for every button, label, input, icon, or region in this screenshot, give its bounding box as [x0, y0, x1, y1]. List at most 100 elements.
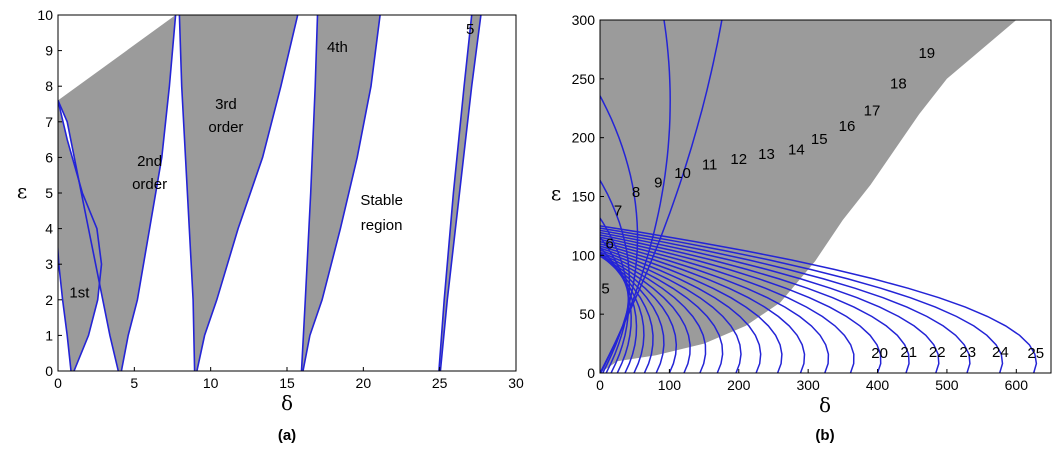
- boundary-curve-13: [600, 251, 724, 373]
- tongue-3-fill: [179, 15, 298, 371]
- y-tick-label: 0: [45, 363, 53, 379]
- annotation-label: 15: [811, 131, 828, 148]
- tongue-4-boundary-right: [302, 15, 381, 371]
- panel-a-annotations: 1st 2nd order 3rd order 4th Stable region 5: [69, 21, 474, 301]
- tongue-5-boundary-right: [439, 15, 482, 371]
- x-tick-label: 0: [596, 377, 604, 393]
- x-tick-label: 600: [1005, 377, 1029, 393]
- panel-a: 0 5 10 15 20 25 30 0 1 2 3 4 5 6 7 8 9 10 1st 2nd order 3rd o…: [17, 7, 524, 444]
- boundary-curve-8: [600, 254, 654, 373]
- tongue-1-fill: [58, 100, 102, 371]
- y-tick-label: 200: [572, 130, 596, 146]
- boundary-curve-4: [600, 216, 630, 373]
- boundary-curve-15: [600, 247, 762, 373]
- boundary-curve-16: [600, 245, 783, 373]
- y-tick-label: 6: [45, 149, 53, 165]
- annotation-label: 24: [992, 344, 1009, 361]
- unstable-region-fill: [600, 20, 1017, 373]
- boundary-curve-9: [600, 255, 665, 373]
- panel-b-boundary-curves: [600, 20, 1038, 373]
- annotation-label: 7: [614, 203, 622, 220]
- annotation-label: 3rd: [215, 96, 237, 113]
- boundary-curve-22: [600, 231, 940, 373]
- x-tick-label: 30: [508, 375, 524, 391]
- panel-a-xlabel: δ: [281, 391, 293, 415]
- annotation-label: order: [132, 176, 167, 193]
- panel-a-ticks: 0 5 10 15 20 25 30 0 1 2 3 4 5 6 7 8 9 10: [37, 7, 524, 391]
- annotation-label: region: [361, 217, 403, 234]
- boundary-curve-19: [600, 238, 855, 373]
- annotation-label: Stable: [360, 192, 403, 209]
- annotation-label: 18: [890, 76, 907, 93]
- boundary-curve-10: [600, 254, 678, 373]
- x-tick-label: 200: [727, 377, 751, 393]
- tongue-4-boundary-left: [300, 15, 319, 371]
- boundary-curve-6: [600, 246, 638, 373]
- y-tick-label: 100: [572, 247, 596, 263]
- annotation-label: 23: [959, 344, 976, 361]
- annotation-label: 10: [674, 165, 691, 182]
- y-tick-label: 4: [45, 221, 53, 237]
- y-tick-label: 5: [45, 185, 53, 201]
- annotation-label: order: [208, 119, 243, 136]
- annotation-label: 13: [758, 146, 775, 163]
- x-tick-label: 0: [54, 375, 62, 391]
- y-tick-label: 2: [45, 292, 53, 308]
- boundary-curve-12: [600, 252, 707, 373]
- x-tick-label: 15: [279, 375, 295, 391]
- annotation-label: 5: [466, 21, 474, 38]
- tongue-2-boundary-right: [120, 15, 177, 371]
- boundary-curve-7: [600, 251, 645, 373]
- annotation-label: 11: [702, 157, 718, 174]
- annotation-label: 9: [654, 174, 662, 191]
- boundary-curve-3: [600, 178, 631, 373]
- tongue-2-boundary-left: [58, 100, 120, 371]
- annotation-label: 22: [929, 344, 946, 361]
- panel-b-frame: [599, 19, 1052, 374]
- panel-a-ylabel: ε: [17, 179, 27, 203]
- annotation-label: 1st: [69, 285, 90, 302]
- annotation-label: 20: [871, 345, 888, 362]
- annotation-label: 4th: [327, 39, 348, 56]
- tongue-5-boundary-left: [438, 15, 473, 371]
- x-tick-label: 100: [658, 377, 682, 393]
- y-tick-label: 9: [45, 43, 53, 59]
- panel-b-ticks: 0 100 200 300 400 500 600 0 50 100 150 200 250 300: [572, 12, 1029, 393]
- panel-b-xlabel: δ: [819, 393, 831, 417]
- panel-b-label: (b): [815, 427, 834, 444]
- annotation-label: 21: [900, 344, 917, 361]
- boundary-curve-20: [600, 236, 882, 373]
- annotation-label: 14: [788, 141, 805, 158]
- x-tick-label: 400: [866, 377, 890, 393]
- x-tick-label: 10: [203, 375, 219, 391]
- y-tick-label: 7: [45, 114, 53, 130]
- x-tick-label: 300: [796, 377, 820, 393]
- panel-a-frame: [57, 14, 517, 372]
- y-tick-label: 300: [572, 12, 596, 28]
- annotation-label: 5: [601, 280, 609, 297]
- y-tick-label: 8: [45, 78, 53, 94]
- y-tick-label: 250: [572, 71, 596, 87]
- boundary-curve-24: [600, 227, 1004, 373]
- boundary-curve-23: [600, 229, 971, 373]
- y-tick-label: 50: [579, 306, 595, 322]
- annotation-label: 19: [918, 45, 935, 62]
- tongue-3-boundary-left: [178, 15, 196, 371]
- tongue-1-boundary-right: [58, 100, 103, 371]
- panel-a-unstable-regions: [58, 15, 481, 371]
- boundary-curve-18: [600, 240, 830, 373]
- annotation-label: 25: [1027, 345, 1044, 362]
- boundary-curve-25: [600, 225, 1038, 373]
- y-tick-label: 3: [45, 256, 53, 272]
- tongue-3-boundary-right: [196, 15, 299, 371]
- y-tick-label: 1: [45, 327, 53, 343]
- panel-b-ylabel: ε: [551, 181, 561, 205]
- tongue-4-fill: [301, 15, 381, 371]
- boundary-curve-11: [600, 254, 691, 373]
- x-tick-label: 25: [432, 375, 448, 391]
- x-tick-label: 20: [356, 375, 372, 391]
- annotation-label: 6: [606, 236, 614, 253]
